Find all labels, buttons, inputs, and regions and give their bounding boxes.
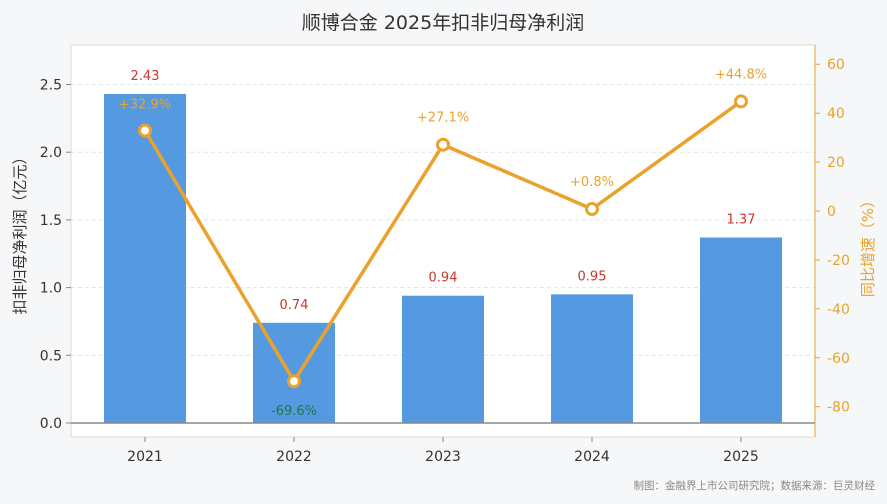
y-tick-label-left: 0.0 <box>40 416 62 432</box>
bar <box>402 295 484 423</box>
y-tick-label-left: 0.5 <box>40 348 62 364</box>
y-tick-label-right: 0 <box>827 204 836 220</box>
bar-value-label: 1.37 <box>727 213 756 228</box>
growth-value-label: +27.1% <box>417 111 469 126</box>
growth-point <box>734 94 748 109</box>
y-axis-title-right: 同比增速（%） <box>859 193 877 297</box>
growth-line-series <box>138 94 748 389</box>
y-tick-label-right: 60 <box>827 57 845 73</box>
y-tick-label-right: -80 <box>827 400 850 416</box>
y-tick-label-left: 2.0 <box>40 145 62 161</box>
x-tick-label: 2025 <box>723 449 759 465</box>
growth-point <box>585 202 599 217</box>
source-note: 制图：金融界上市公司研究院；数据来源：巨灵财经 <box>634 479 876 492</box>
growth-value-label: -69.6% <box>271 404 317 419</box>
bar-value-label: 0.95 <box>578 269 607 284</box>
x-tick-label: 2022 <box>276 449 312 465</box>
y-tick-label-right: -20 <box>827 253 850 269</box>
bar-series <box>104 93 782 423</box>
y-tick-label-left: 1.5 <box>40 213 62 229</box>
growth-value-label: +0.8% <box>570 175 614 190</box>
axes: 0.0 0.5 1.0 1.5 2.0 2.5 -80 -60 -40 -20 0 20 40 60 202… <box>40 45 850 465</box>
y-tick-label-right: -40 <box>827 302 850 318</box>
bar-value-label: 0.94 <box>429 271 458 286</box>
y-tick-label-left: 2.5 <box>40 78 62 94</box>
x-tick-label: 2024 <box>574 449 610 465</box>
data-labels: 2.43 0.74 0.94 0.95 1.37 +32.9% -69.6% +27.1% +0… <box>119 67 767 419</box>
growth-point <box>436 137 450 152</box>
x-tick-label: 2021 <box>127 449 163 465</box>
bar <box>700 237 782 423</box>
bar-value-label: 0.74 <box>280 298 309 313</box>
y-axis-title-left: 扣非归母净利润（亿元） <box>11 149 29 314</box>
growth-point <box>287 374 301 389</box>
chart-title: 顺博合金 2025年扣非归母净利润 <box>302 12 584 34</box>
y-tick-label-right: -60 <box>827 351 850 367</box>
y-tick-label-right: 40 <box>827 106 845 122</box>
y-tick-label-left: 1.0 <box>40 281 62 297</box>
bar <box>551 294 633 423</box>
y-tick-label-right: 20 <box>827 155 845 171</box>
growth-value-label: +44.8% <box>715 67 767 82</box>
bar-value-label: 2.43 <box>131 69 160 84</box>
growth-point <box>138 123 152 138</box>
x-tick-label: 2023 <box>425 449 461 465</box>
bar <box>104 93 186 423</box>
growth-value-label: +32.9% <box>119 98 171 113</box>
